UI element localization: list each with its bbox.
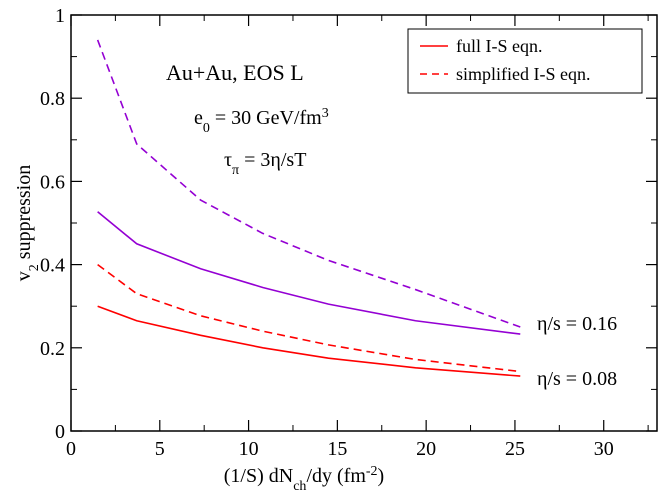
x-tick-label: 25 xyxy=(505,438,525,460)
legend-label-simplified: simplified I-S eqn. xyxy=(456,64,590,84)
series-line-solid-3 xyxy=(97,305,521,377)
legend-label-full: full I-S eqn. xyxy=(456,36,542,56)
annotation-energy: e0 = 30 GeV/fm3 xyxy=(194,106,329,136)
y-axis-label: v2 suppression xyxy=(13,165,42,281)
legend-box xyxy=(407,28,643,94)
y-tick-label: 0 xyxy=(55,421,65,443)
y-tick-label: 0.8 xyxy=(40,88,65,110)
series-line-dashed-0 xyxy=(96,39,521,328)
x-tick-label: 10 xyxy=(239,438,259,460)
curve-label-0-08: η/s = 0.08 xyxy=(537,368,617,390)
y-tick-label: 1 xyxy=(55,5,65,27)
curve-label-0-16: η/s = 0.16 xyxy=(537,313,617,335)
annotation-system: Au+Au, EOS L xyxy=(166,60,304,85)
x-axis-label: (1/S) dNch/dy (fm-2) xyxy=(224,464,384,492)
x-tick-label: 20 xyxy=(416,438,436,460)
y-tick-label: 0.4 xyxy=(40,255,65,277)
legend: full I-S eqn. simplified I-S eqn. xyxy=(407,28,643,94)
x-tick-label: 0 xyxy=(66,438,76,460)
x-tick-label: 30 xyxy=(594,438,614,460)
x-tick-label: 15 xyxy=(327,438,347,460)
y-tick-label: 0.2 xyxy=(40,338,65,360)
series-layer xyxy=(96,39,521,377)
x-tick-label: 5 xyxy=(155,438,165,460)
annotation-tau: τπ = 3η/sT xyxy=(224,149,306,178)
axis-ticks: 0 5 10 15 20 25 30 0 0.2 0.4 0.6 0.8 1 xyxy=(40,5,657,460)
series-line-solid-1 xyxy=(97,211,521,335)
y-tick-label: 0.6 xyxy=(40,171,65,193)
